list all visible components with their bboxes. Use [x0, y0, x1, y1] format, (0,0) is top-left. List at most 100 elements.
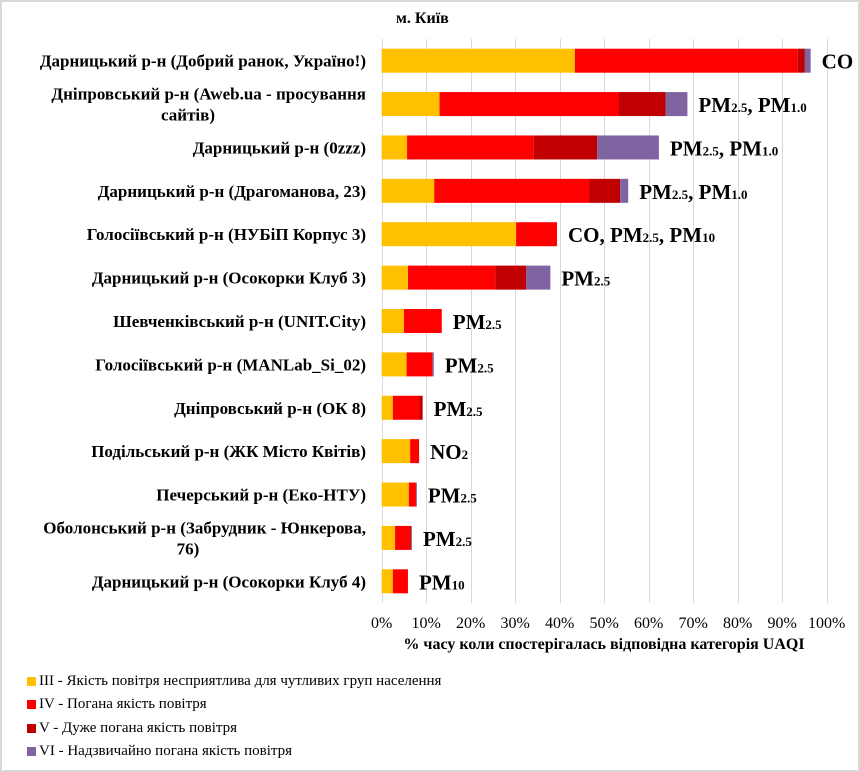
pollutant-subscript: 1.0 — [731, 187, 747, 202]
pollutant-subscript: 1.0 — [790, 100, 806, 115]
pollutant-label: PM2.5 — [423, 527, 472, 551]
bar-segment — [381, 48, 575, 73]
x-tick-labels: 0% 10% 20% 30% 40% 50% 60% 70% 80% 90% 100% — [371, 615, 845, 632]
x-axis-title: % часу коли спостерігалась відповідна ка… — [403, 636, 805, 653]
bar-group — [381, 265, 551, 290]
bar-segment — [381, 569, 393, 594]
category-label: Голосіївський р-н (MANLab_Si_02) — [95, 355, 366, 374]
category-label: Дарницький р-н (Драгоманова, 23) — [98, 182, 366, 201]
gridlines — [382, 39, 828, 603]
category-label: Дніпровський р-н (ОК 8) — [174, 399, 366, 418]
pollutant-subscript: 2.5 — [456, 534, 473, 549]
bar-segment — [434, 178, 590, 203]
bar-segment — [620, 178, 629, 203]
bar-segment — [381, 178, 435, 203]
legend: III - Якість повітря несприятлива для чу… — [27, 670, 441, 763]
x-tick-label: 90% — [768, 615, 797, 632]
category-labels: Дарницький р-н (Добрий ранок, Україно!) Д… — [40, 52, 366, 592]
bar-segment — [597, 135, 659, 160]
x-tick-label: 0% — [371, 615, 392, 632]
bar-segment — [797, 48, 805, 73]
pollutant-label: PM2.5 — [428, 484, 477, 508]
bar-segment — [395, 525, 412, 550]
bar-segment — [381, 352, 407, 377]
bar-segment — [381, 222, 517, 247]
category-label: Оболонський р-н (Забрудник - Юнкерова, — [43, 518, 366, 537]
legend-item-cat3: III - Якість повітря несприятлива для чу… — [27, 670, 441, 693]
x-tick-label: 70% — [679, 615, 708, 632]
legend-swatch-red — [27, 700, 36, 710]
category-label: Дніпровський р-н (Aweb.ua - просування — [51, 85, 366, 104]
bar-segment — [618, 92, 666, 117]
bar-segment — [804, 48, 811, 73]
pollutant-subscript: 10 — [702, 230, 715, 245]
pollutant-label: PM2.5 — [561, 267, 610, 291]
category-label: Дарницький р-н (0zzz) — [193, 138, 366, 157]
category-label: Подільський р-н (ЖК Місто Квітів) — [91, 442, 366, 461]
bar-segment — [439, 92, 619, 117]
pollutant-subscript: 2.5 — [461, 491, 478, 506]
x-tick-label: 100% — [808, 615, 845, 632]
pollutant-subscript: 1.0 — [762, 143, 778, 158]
pollutant-subscript: 2.5 — [703, 143, 720, 158]
bar-segment — [381, 439, 411, 464]
x-tick-label: 10% — [412, 615, 441, 632]
pollutant-subscript: 2.5 — [731, 100, 748, 115]
bar-group — [381, 395, 423, 420]
pollutant-label: PM10 — [419, 570, 465, 594]
bar-segment — [406, 352, 433, 377]
bar-group — [381, 439, 420, 464]
pollutant-text: PM — [453, 310, 486, 334]
pollutant-subscript: 2.5 — [466, 404, 483, 419]
bar-segment — [392, 569, 408, 594]
bar-segment — [665, 92, 688, 117]
x-tick-label: 30% — [501, 615, 530, 632]
bar-segment — [533, 135, 598, 160]
pollutant-text: CO, PM — [568, 223, 643, 247]
pollutant-text: NO — [430, 440, 462, 464]
pollutant-subscript: 2.5 — [594, 274, 611, 289]
bar-segment — [415, 482, 417, 507]
legend-label: V - Дуже погана якість повітря — [39, 719, 238, 736]
legend-label: VI - Надзвичайно погана якість повітря — [39, 743, 293, 760]
bar-group — [381, 309, 442, 333]
category-label: сайтів) — [161, 106, 215, 125]
bar-segment — [392, 395, 420, 420]
bar-segment — [381, 395, 393, 420]
bar-segment — [495, 265, 527, 290]
bar-group — [381, 48, 811, 73]
pollutant-subscript: 2.5 — [643, 230, 660, 245]
pollutant-text: PM — [434, 397, 467, 421]
pollutant-text: PM — [423, 527, 456, 551]
pollutant-label: CO — [822, 50, 854, 74]
legend-label: III - Якість повітря несприятлива для чу… — [39, 673, 442, 690]
bar-segment — [407, 265, 496, 290]
x-tick-label: 40% — [545, 615, 574, 632]
pollutant-subscript: 2.5 — [477, 360, 494, 375]
bar-segment — [432, 352, 434, 377]
bar-group — [381, 352, 434, 377]
pollutant-text: PM — [419, 570, 452, 594]
category-label: Печерський р-н (Еко-НТУ) — [156, 486, 366, 505]
pollutant-label: CO, PM2.5, PM10 — [568, 223, 715, 247]
category-label: 76) — [177, 539, 200, 558]
legend-item-cat5: V - Дуже погана якість повітря — [27, 717, 441, 740]
bar-group — [381, 135, 659, 160]
legend-item-cat6: VI - Надзвичайно погана якість повітря — [27, 740, 441, 763]
bar-segment — [381, 309, 404, 333]
category-label: Дарницький р-н (Осокорки Клуб 3) — [92, 269, 366, 288]
pollutant-label: PM2.5 — [434, 397, 483, 421]
category-label: Голосіївський р-н (НУБіП Корпус 3) — [87, 225, 366, 244]
pollutant-text: PM — [670, 136, 703, 160]
pollutant-text: , PM — [719, 136, 762, 160]
legend-item-cat4: IV - Погана якість повітря — [27, 693, 441, 716]
legend-label: IV - Погана якість повітря — [39, 696, 207, 713]
bar-segment — [407, 135, 534, 160]
pollutant-text: PM — [561, 267, 594, 291]
pollutant-text: PM — [445, 353, 478, 377]
bar-segment — [381, 265, 408, 290]
bar-group — [381, 525, 412, 550]
pollutant-text: PM — [639, 180, 672, 204]
bar-group — [381, 92, 688, 117]
